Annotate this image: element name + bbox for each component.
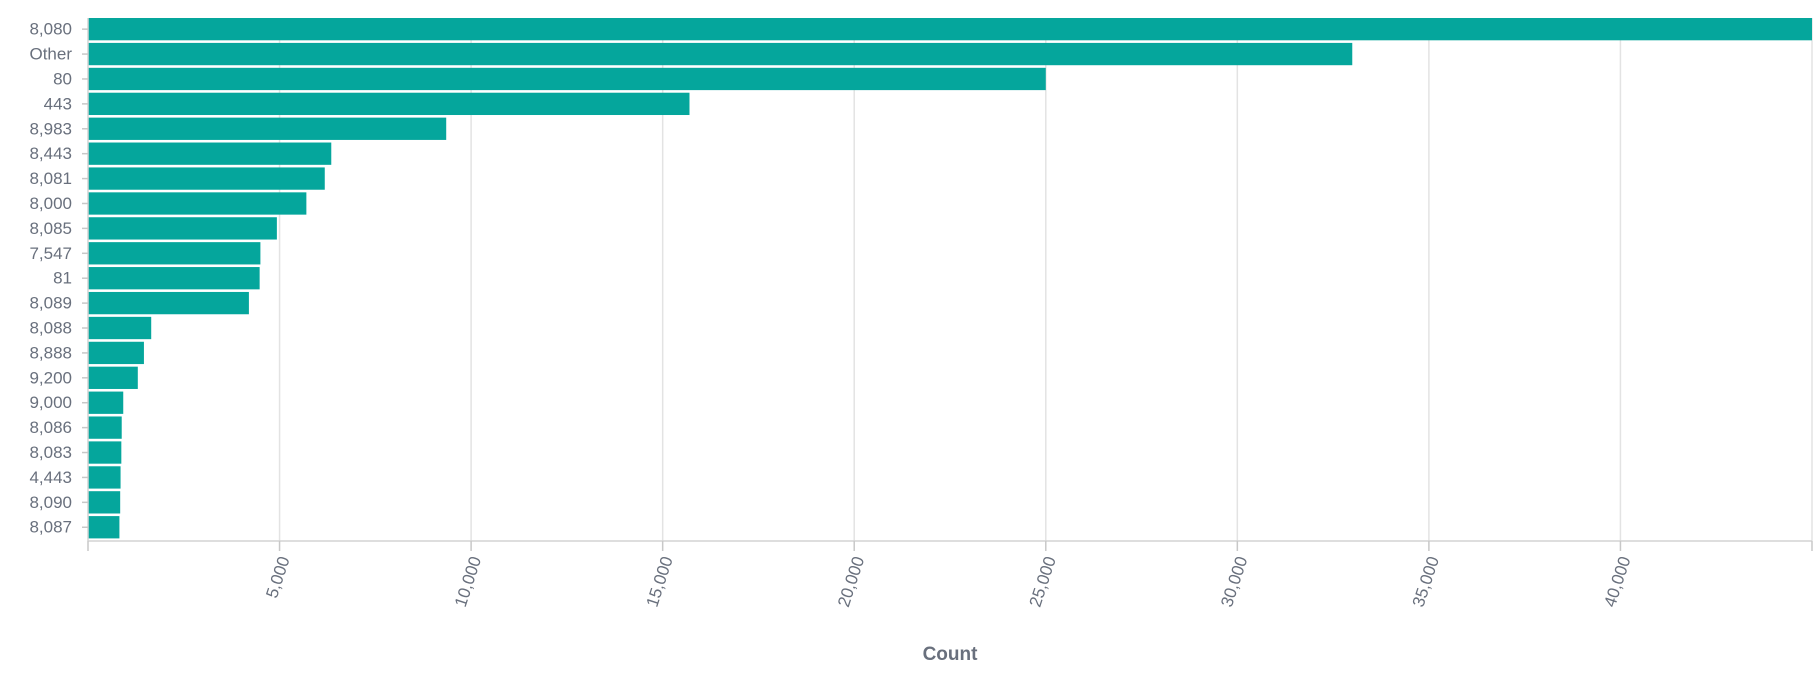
bar-1[interactable]	[88, 42, 1353, 66]
y-tick-label-1: Other	[29, 45, 72, 64]
y-tick-label-5: 8,443	[29, 144, 72, 163]
x-tick-label-3: 20,000	[834, 554, 868, 609]
y-tick-label-3: 443	[44, 94, 72, 113]
bar-16[interactable]	[88, 416, 122, 439]
y-tick-label-19: 8,090	[29, 493, 72, 512]
y-tick-label-18: 4,443	[29, 468, 72, 487]
bar-3[interactable]	[88, 92, 690, 116]
x-tick-label-5: 30,000	[1217, 554, 1251, 609]
bar-17[interactable]	[88, 441, 122, 464]
y-tick-label-7: 8,000	[29, 194, 72, 213]
bar-13[interactable]	[88, 341, 144, 365]
bar-6[interactable]	[88, 167, 325, 190]
bar-0[interactable]	[88, 18, 1812, 41]
bar-2[interactable]	[88, 67, 1046, 91]
y-tick-label-12: 8,088	[29, 319, 72, 338]
bar-11[interactable]	[88, 291, 249, 315]
bar-20[interactable]	[88, 516, 120, 539]
bar-12[interactable]	[88, 316, 152, 340]
y-tick-label-4: 8,983	[29, 119, 72, 138]
y-axis-tick-labels: 8,080 Other 80 443 8,983 8,443 8,081 8,000 8,085…	[29, 20, 72, 537]
y-tick-label-15: 9,000	[29, 393, 72, 412]
bar-14[interactable]	[88, 366, 138, 389]
x-axis-title: Count	[923, 644, 979, 665]
bar-5[interactable]	[88, 142, 332, 165]
bars	[88, 18, 1812, 539]
y-tick-label-8: 8,085	[29, 219, 72, 238]
axes	[82, 18, 1813, 551]
y-tick-label-10: 81	[53, 269, 72, 288]
bar-8[interactable]	[88, 217, 277, 240]
bar-10[interactable]	[88, 267, 260, 290]
bar-18[interactable]	[88, 466, 121, 489]
y-tick-label-17: 8,083	[29, 443, 72, 462]
y-tick-label-2: 80	[53, 69, 72, 88]
y-tick-label-20: 8,087	[29, 518, 72, 537]
x-tick-label-2: 15,000	[643, 554, 677, 609]
y-tick-label-13: 8,888	[29, 343, 72, 362]
y-tick-label-16: 8,086	[29, 418, 72, 437]
bar-15[interactable]	[88, 391, 124, 414]
bar-19[interactable]	[88, 491, 121, 514]
x-tick-label-6: 35,000	[1409, 554, 1443, 609]
bar-4[interactable]	[88, 117, 447, 140]
y-tick-label-6: 8,081	[29, 169, 72, 188]
x-tick-label-1: 10,000	[451, 554, 485, 609]
x-tick-label-4: 25,000	[1026, 554, 1060, 609]
x-tick-label-0: 5,000	[262, 554, 293, 600]
y-tick-label-9: 7,547	[29, 244, 72, 263]
y-tick-label-14: 9,200	[29, 368, 72, 387]
y-tick-label-0: 8,080	[29, 20, 72, 39]
x-tick-label-7: 40,000	[1600, 554, 1634, 609]
y-tick-label-11: 8,089	[29, 294, 72, 313]
bar-7[interactable]	[88, 192, 307, 215]
bar-9[interactable]	[88, 242, 261, 265]
x-axis-tick-labels: 5,000 10,000 15,000 20,000 25,000 30,000 35,00…	[262, 554, 1634, 609]
